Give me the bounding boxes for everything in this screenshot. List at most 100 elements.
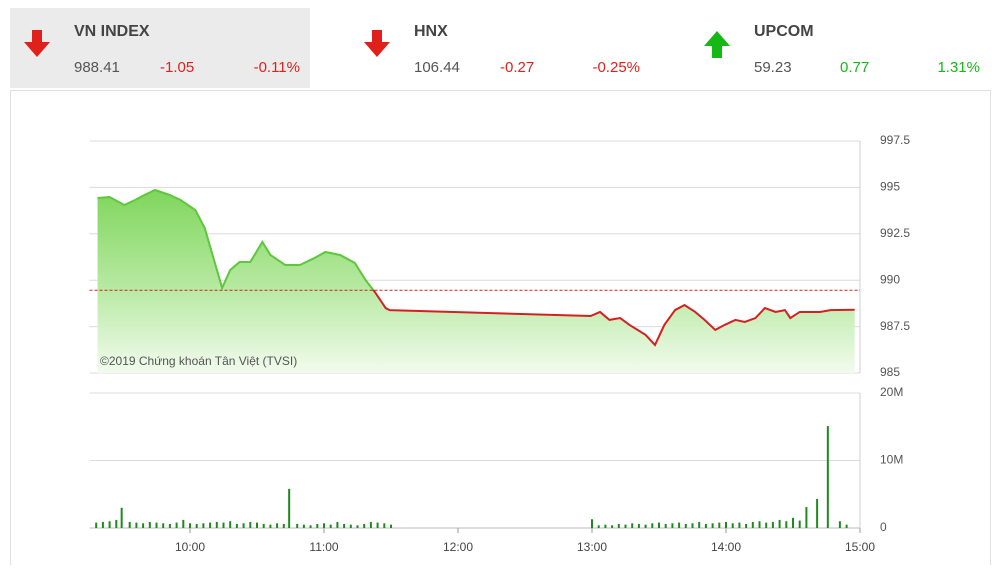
trend-arrow (364, 30, 390, 57)
volume-bar (209, 522, 212, 528)
volume-bar (644, 524, 647, 528)
volume-bar (336, 521, 339, 528)
volume-bar (222, 522, 225, 528)
x-tick-label: 10:00 (175, 540, 205, 554)
price-area (97, 189, 855, 373)
volume-bar (155, 522, 158, 528)
index-value: 988.41 (74, 59, 120, 76)
volume-bar (745, 523, 748, 528)
volume-bar (704, 523, 707, 528)
volume-bar (826, 426, 829, 528)
volume-bar (256, 522, 258, 528)
volume-bar (343, 523, 346, 528)
volume-bar (785, 521, 788, 528)
volume-bar (262, 523, 265, 528)
volume-bar (202, 523, 205, 528)
volume-bar (349, 524, 352, 528)
index-name: VN INDEX (74, 23, 150, 40)
x-tick-label: 12:00 (443, 540, 473, 554)
volume-bar (805, 507, 808, 528)
x-tick-label: 14:00 (711, 540, 741, 554)
volume-bar (249, 521, 252, 528)
index-change: -0.27 (500, 59, 534, 76)
volume-bar (316, 523, 319, 528)
volume-bar (162, 523, 165, 528)
index-name: HNX (414, 23, 448, 40)
volume-bar (356, 525, 359, 528)
volume-bar (296, 523, 299, 528)
volume-bar (611, 525, 614, 528)
volume-bar (604, 524, 607, 528)
y-tick-label: 985 (880, 365, 900, 379)
volume-bar (329, 524, 332, 528)
y-tick-label: 990 (880, 272, 900, 286)
volume-bar (597, 525, 600, 528)
volume-bar (215, 521, 218, 528)
volume-bar (731, 523, 734, 528)
index-value: 59.23 (754, 59, 792, 76)
volume-bar (631, 523, 634, 528)
y-tick-label: 20M (880, 385, 903, 399)
volume-bar (758, 521, 761, 528)
volume-bar (838, 521, 841, 528)
volume-bar (738, 522, 741, 528)
volume-bar (624, 524, 627, 528)
volume-bar (664, 523, 667, 528)
volume-bar (95, 522, 98, 528)
volume-bar (115, 519, 118, 528)
x-tick-label: 15:00 (845, 540, 875, 554)
y-tick-label: 0 (880, 520, 887, 534)
volume-bar (765, 522, 768, 528)
volume-bar (711, 523, 714, 528)
volume-bar (671, 523, 674, 528)
volume-bar (771, 521, 774, 528)
volume-bar (195, 523, 198, 528)
volume-bar (229, 521, 232, 528)
index-change-pct: -0.25% (592, 59, 640, 76)
volume-bar (175, 522, 178, 528)
volume-bar (148, 521, 151, 528)
volume-bar (778, 519, 781, 528)
price-line (97, 188, 855, 347)
volume-bar (120, 507, 123, 528)
volume-bar (698, 521, 701, 528)
volume-bar (182, 519, 185, 528)
y-tick-label: 992.5 (880, 226, 910, 240)
volume-bar (282, 523, 285, 528)
index-change: -1.05 (160, 59, 194, 76)
volume-bar (128, 521, 131, 528)
volume-bar (691, 523, 694, 528)
volume-bar (142, 523, 145, 528)
volume-bar (798, 520, 801, 528)
volume-bar (309, 525, 312, 528)
volume-bar (684, 523, 687, 528)
y-tick-label: 997.5 (880, 133, 910, 147)
trend-arrow (24, 30, 50, 57)
volume-bar (678, 522, 681, 528)
y-tick-label: 10M (880, 453, 903, 467)
index-value: 106.44 (414, 59, 460, 76)
volume-bar (302, 524, 305, 528)
volume-bar (751, 521, 754, 528)
volume-bar (792, 517, 794, 528)
volume-bar (651, 523, 654, 528)
watermark: ©2019 Chứng khoán Tân Việt (TVSI) (100, 354, 297, 368)
trend-arrow (704, 31, 730, 58)
index-change-pct: -0.11% (254, 59, 300, 76)
volume-bar (108, 521, 111, 528)
volume-bar (276, 523, 279, 528)
volume-bar (658, 522, 660, 528)
volume-bar (845, 524, 848, 528)
index-change-pct: 1.31% (937, 59, 980, 76)
selected-tab[interactable] (10, 8, 310, 88)
volume-bar (390, 524, 392, 528)
volume-bar (637, 523, 640, 528)
volume-bar (363, 523, 366, 528)
x-tick-label: 11:00 (309, 540, 338, 554)
volume-bar (288, 488, 291, 528)
index-name: UPCOM (754, 23, 814, 40)
volume-bar (718, 522, 721, 528)
volume-bar (101, 521, 104, 528)
